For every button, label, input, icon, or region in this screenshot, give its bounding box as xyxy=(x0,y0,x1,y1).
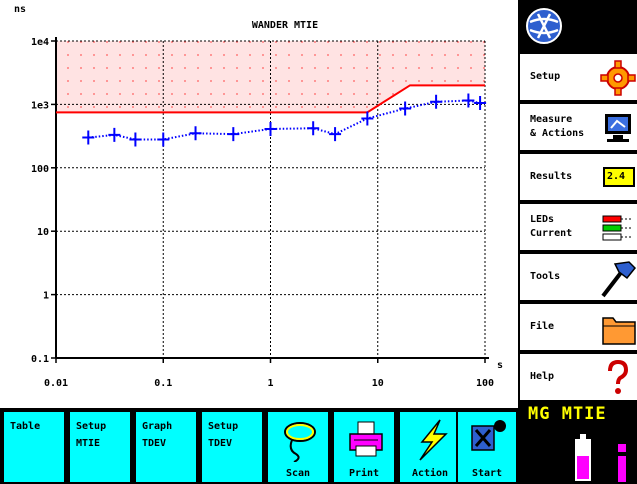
setup-tdev-button[interactable]: Setup TDEV xyxy=(200,410,264,484)
button-label: Action xyxy=(411,468,449,479)
results-value: 2.4 xyxy=(607,171,626,182)
side-panel: Setup Measure & Actions Results 2.4 xyxy=(518,0,637,484)
y-tick-label: 1e4 xyxy=(31,37,49,48)
gear-icon xyxy=(600,60,636,96)
button-label: Setup TDEV xyxy=(208,421,239,449)
print-button[interactable]: Print xyxy=(332,410,396,484)
chart-axes: 0.01 0.1 1 10 100 0.1 1 10 100 1e3 1e4 xyxy=(31,37,494,389)
lightning-icon xyxy=(419,419,448,461)
table-button[interactable]: Table xyxy=(2,410,66,484)
measurement-point xyxy=(129,132,142,147)
measurement-point xyxy=(329,127,342,142)
sidebar-item-measure-actions[interactable]: Measure & Actions xyxy=(520,102,637,150)
y-tick-label: 10 xyxy=(37,227,49,238)
measurement-point xyxy=(157,132,170,147)
y-tick-label: 1e3 xyxy=(31,100,49,111)
action-button[interactable]: Action xyxy=(398,410,462,484)
network-globe-icon[interactable] xyxy=(524,6,564,46)
sidebar-item-label: Tools xyxy=(530,271,561,282)
x-tick-label: 10 xyxy=(372,378,384,389)
x-tick-label: 0.1 xyxy=(154,378,172,389)
measurement-point xyxy=(462,93,475,108)
info-icon[interactable] xyxy=(614,444,636,484)
measurement-point xyxy=(361,111,374,126)
button-label: Start xyxy=(471,468,503,479)
sidebar-item-label: Results xyxy=(530,171,573,182)
monitor-icon xyxy=(605,114,631,142)
folder-icon xyxy=(602,317,636,345)
status-text: MG MTIE xyxy=(528,404,607,424)
button-label: Graph TDEV xyxy=(142,421,173,449)
mask-line xyxy=(56,84,485,114)
measurement-point xyxy=(307,121,320,136)
battery-icon xyxy=(575,434,591,481)
sidebar-item-tools[interactable]: Tools xyxy=(520,252,637,300)
y-tick-label: 0.1 xyxy=(31,354,49,365)
leds-icon xyxy=(602,215,633,241)
chart-title: WANDER MTIE xyxy=(252,20,318,31)
x-tick-label: 100 xyxy=(476,378,494,389)
measurement-point xyxy=(399,101,412,116)
question-icon xyxy=(608,359,629,394)
y-tick-label: 100 xyxy=(31,164,49,175)
button-label: Setup MTIE xyxy=(76,421,107,449)
sidebar-item-label: File xyxy=(530,321,555,332)
x-axis-unit: s xyxy=(497,360,503,371)
y-axis-unit: ns xyxy=(14,4,26,15)
hammer-icon xyxy=(601,261,637,298)
sidebar-item-setup[interactable]: Setup xyxy=(520,52,637,100)
x-tick-label: 1 xyxy=(267,378,273,389)
sidebar-item-results[interactable]: Results 2.4 xyxy=(520,152,637,200)
sidebar-item-label: Help xyxy=(530,371,555,382)
status-area: MG MTIE xyxy=(518,402,637,484)
measurement-point xyxy=(264,121,277,136)
measurement-point xyxy=(474,96,487,111)
sidebar-item-label: LEDs Current xyxy=(530,214,573,239)
sidebar-item-label: Measure & Actions xyxy=(530,114,585,139)
measurement-point xyxy=(108,127,121,142)
scan-button[interactable]: Scan xyxy=(266,410,330,484)
bottom-toolbar: Table Setup MTIE Graph TDEV Setup TDEV S… xyxy=(0,408,520,484)
measurement-point xyxy=(227,127,240,142)
measurement-line xyxy=(88,99,481,141)
sidebar-item-file[interactable]: File xyxy=(520,302,637,350)
sidebar-item-leds-current[interactable]: LEDs Current xyxy=(520,202,637,250)
start-icon xyxy=(471,420,506,451)
mtie-chart: 0.01 0.1 1 10 100 0.1 1 10 100 1e3 1e4 WANDER MTIE… xyxy=(14,4,503,389)
sidebar-item-help[interactable]: Help xyxy=(520,352,637,400)
measurement-point xyxy=(82,130,95,145)
measurement-point xyxy=(430,94,443,109)
sidebar-item-label: Setup xyxy=(530,71,561,82)
setup-mtie-button[interactable]: Setup MTIE xyxy=(68,410,132,484)
side-panel-header xyxy=(518,0,637,52)
y-tick-label: 1 xyxy=(43,291,49,302)
printer-icon xyxy=(349,421,383,457)
start-button[interactable]: Start xyxy=(456,410,518,484)
lasso-icon xyxy=(284,422,316,462)
x-tick-label: 0.01 xyxy=(44,378,68,389)
measurement-point xyxy=(189,126,202,141)
button-label: Scan xyxy=(285,468,311,479)
graph-tdev-button[interactable]: Graph TDEV xyxy=(134,410,198,484)
results-value-box: 2.4 xyxy=(603,167,635,187)
button-label: Table xyxy=(10,421,41,432)
button-label: Print xyxy=(348,468,380,479)
chart-series xyxy=(56,84,487,147)
